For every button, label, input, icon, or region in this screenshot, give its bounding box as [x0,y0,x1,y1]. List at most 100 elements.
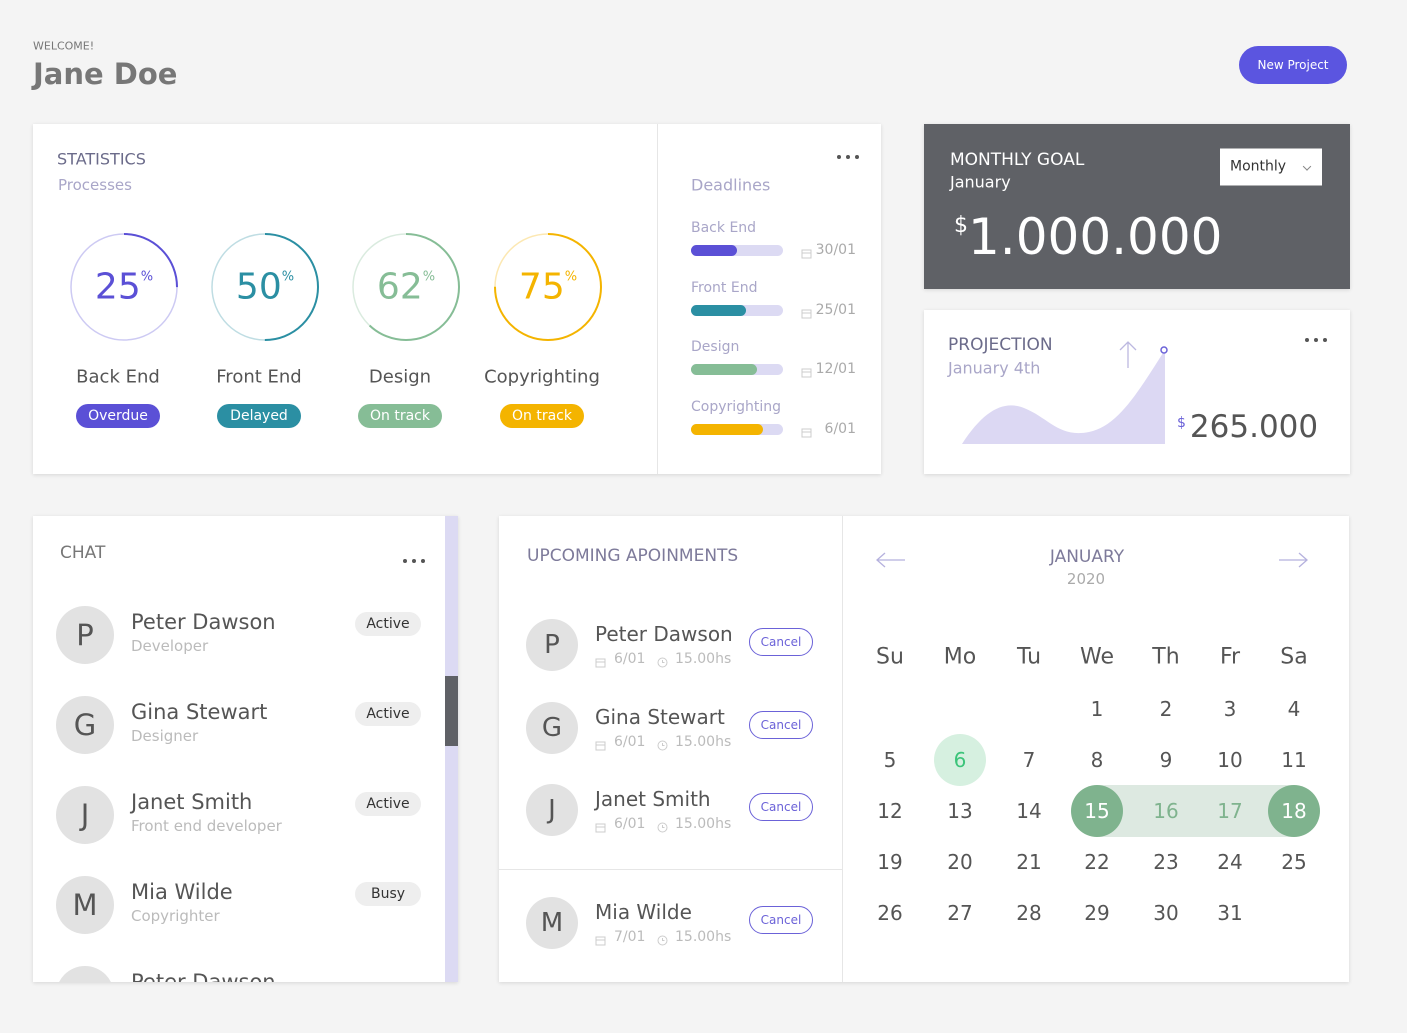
percent-value: 75 [518,266,565,308]
cancel-button[interactable]: Cancel [749,793,813,821]
calendar-day[interactable]: 25 [1281,850,1307,874]
selected-range [1097,785,1294,837]
cancel-button[interactable]: Cancel [749,628,813,656]
ring-progress [211,233,319,341]
weekday-label: Su [876,644,904,670]
avatar: M [526,897,578,949]
card-title: UPCOMING APOINMENTS [527,546,739,566]
calendar-day[interactable]: 11 [1281,748,1307,772]
calendar-day[interactable]: 12 [877,799,903,823]
calendar-arrows[interactable] [499,516,1349,596]
calendar-day[interactable]: 24 [1217,850,1243,874]
status-chip: On track [500,404,584,428]
calendar-day[interactable]: 29 [1084,901,1110,925]
deadline-date: 6/01 [824,420,856,437]
person-name: Gina Stewart [595,704,725,729]
person-name: Gina Stewart [131,700,268,724]
calendar-day[interactable]: 20 [947,850,973,874]
person-name: Peter Dawson [131,970,276,982]
person-role: Copyrighter [131,907,220,925]
goal-amount: $1.000.000 [954,208,1222,266]
calendar-day[interactable]: 5 [883,748,897,772]
progress-track [691,304,783,316]
divider [842,516,843,982]
calendar-day[interactable]: 27 [947,901,973,925]
deadline-date: 30/01 [815,242,856,258]
status-chip: Busy [355,882,421,906]
currency: $ [1177,415,1186,431]
calendar-day[interactable]: 17 [1217,799,1243,823]
status-chip: Active [355,612,421,636]
calendar-day[interactable]: 31 [1217,901,1243,925]
icon [801,244,812,259]
new-project-button[interactable]: New Project [1239,46,1347,84]
calendar-day[interactable]: 21 [1016,850,1042,874]
calendar-day[interactable]: 10 [1217,748,1243,772]
card-subtitle: January 4th [948,358,1041,378]
appointment-date: 6/01 [614,651,646,667]
percent-unit: % [140,269,154,285]
more-menu[interactable] [836,145,860,159]
percent-label: 50% [236,267,294,308]
calendar-day[interactable]: 7 [1022,748,1036,772]
ring-progress [494,233,602,341]
weekday-label: Sa [1280,644,1308,670]
person-role: Developer [131,637,209,655]
percent-label: 62% [377,267,435,308]
progress-bar [691,304,747,316]
deadline-date: 25/01 [815,301,856,318]
percent-unit: % [281,269,295,285]
calendar-day[interactable]: 8 [1090,748,1104,772]
person-role: Front end developer [131,817,282,835]
calendar-day[interactable]: 16 [1153,799,1179,823]
calendar-day[interactable]: 4 [1287,697,1301,721]
more-menu[interactable] [1304,328,1328,342]
cancel-button[interactable]: Cancel [749,710,813,739]
person-name: Mia Wilde [595,900,692,924]
calendar-day[interactable]: 28 [1016,901,1042,925]
calendar-day[interactable]: 2 [1159,697,1173,721]
icon [595,931,606,946]
person-name: Peter Dawson [131,610,276,634]
calendar-day[interactable]: 14 [1016,799,1042,823]
calendar-day[interactable]: 3 [1223,697,1237,721]
scrollbar-thumb[interactable] [445,676,458,746]
percent-label: 75% [519,267,577,308]
process-label: Design [368,366,432,388]
dropdown-caret [1302,162,1312,171]
ring-progress [70,233,178,341]
progress-bar [691,364,758,375]
person-name: Mia Wilde [131,880,233,904]
calendar-day[interactable]: 9 [1159,748,1173,772]
icon [657,653,668,668]
progress-track [691,245,783,256]
percent-unit: % [564,269,578,285]
deadline-label: Copyrighting [691,398,782,415]
avatar: P [56,606,114,664]
calendar-day[interactable]: 23 [1153,850,1179,874]
user-name: Jane Doe [33,57,178,91]
status-chip: Active [355,702,421,726]
scrollbar[interactable] [445,516,458,982]
percent-value: 25 [94,266,141,308]
progress-ring [211,233,319,341]
calendar-day[interactable]: 13 [947,799,973,823]
calendar-day[interactable]: 1 [1090,697,1104,721]
projection-amount: $265.000 [1177,409,1318,445]
calendar-day[interactable]: 6 [953,748,967,772]
calendar-day[interactable]: 15 [1084,799,1110,823]
calendar-day[interactable]: 19 [877,850,903,874]
period-dropdown[interactable]: Monthly [1220,148,1322,186]
icon [801,304,812,318]
weekday-label: Th [1152,644,1180,670]
calendar-day[interactable]: 26 [877,901,903,925]
person-name: Janet Smith [131,790,253,814]
avatar: G [526,701,578,754]
calendar-day[interactable]: 18 [1281,799,1307,823]
calendar-day[interactable]: 22 [1084,850,1110,874]
more-menu[interactable] [402,549,426,563]
calendar-day[interactable]: 30 [1153,901,1179,925]
monthly-goal-card: MONTHLY GOAL January Monthly $1.000.000 [924,124,1350,289]
cancel-button[interactable]: Cancel [749,906,813,934]
welcome-label: WELCOME! [33,39,95,53]
